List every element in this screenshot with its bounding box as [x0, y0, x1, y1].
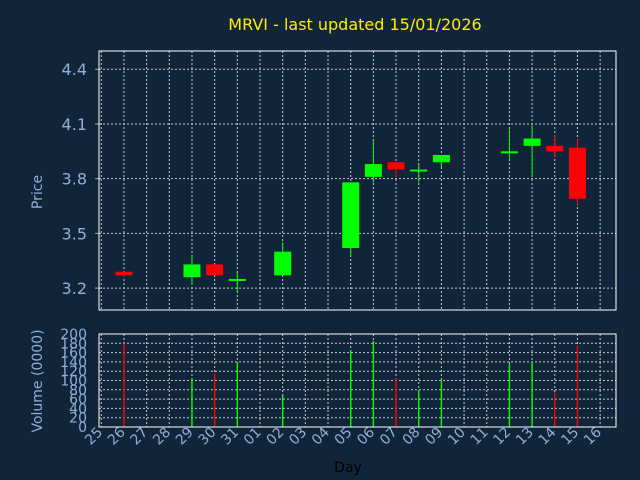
candle-body — [342, 182, 360, 248]
candle-body — [546, 145, 564, 152]
volume-axis-label: Volume (0000) — [30, 329, 46, 432]
price-grid — [99, 51, 616, 310]
day-tick-label: 01 — [241, 425, 265, 449]
day-tick-label: 06 — [354, 424, 378, 448]
day-tick-label: 26 — [105, 424, 129, 448]
chart-title: MRVI - last updated 15/01/2026 — [228, 15, 481, 34]
day-tick-label: 27 — [128, 425, 152, 449]
volume-tick-label: 100 — [60, 374, 87, 390]
price-tick-label: 4.4 — [62, 60, 87, 79]
day-tick-label: 07 — [377, 425, 401, 449]
volume-tick-label: 0 — [78, 420, 87, 436]
candle-body — [228, 278, 246, 281]
volume-tick-label: 80 — [69, 383, 87, 399]
candle-body — [364, 164, 382, 177]
candle-body — [410, 169, 428, 172]
day-tick-label: 05 — [332, 425, 356, 449]
candle-body — [183, 264, 201, 278]
day-tick-label: 12 — [490, 425, 514, 449]
price-tick-label: 3.8 — [62, 170, 87, 189]
volume-tick-label: 180 — [60, 336, 87, 352]
day-tick-label: 10 — [445, 425, 469, 449]
day-tick-label: 28 — [150, 425, 174, 449]
volume-grid — [99, 333, 616, 428]
price-tick-label: 3.5 — [62, 224, 87, 243]
candle-body — [432, 154, 450, 163]
candle-body — [274, 251, 292, 276]
day-tick-label: 31 — [218, 425, 242, 449]
volume-plot-border — [98, 333, 617, 428]
day-tick-label: 11 — [468, 425, 492, 449]
day-tick-label: 15 — [558, 425, 582, 449]
volume-tick-label: 60 — [69, 392, 87, 408]
price-axis-label: Price — [30, 175, 46, 209]
day-tick-label: 03 — [286, 425, 310, 449]
price-tick-label: 4.1 — [62, 115, 87, 134]
day-tick-label: 08 — [400, 425, 424, 449]
volume-tick-label: 120 — [60, 364, 87, 380]
candle-body — [387, 162, 405, 170]
day-tick-label: 02 — [264, 425, 288, 449]
candle-body — [500, 151, 518, 154]
volume-bars — [123, 340, 579, 427]
price-ticks: 3.2 3.5 3.8 4.1 4.4 — [62, 60, 99, 298]
price-tick-label: 3.2 — [62, 279, 87, 298]
day-tick-label: 04 — [309, 424, 333, 448]
day-tick-label: 13 — [513, 425, 537, 449]
volume-tick-label: 140 — [60, 355, 87, 371]
candles — [115, 123, 586, 292]
volume-tick-label: 20 — [69, 411, 87, 427]
day-tick-label: 09 — [422, 425, 446, 449]
price-plot-border — [98, 50, 617, 311]
candle-body — [115, 271, 133, 276]
day-tick-label: 29 — [173, 425, 197, 449]
day-ticks: 2526272829303101020304050607080910111213… — [82, 424, 605, 448]
x-axis-label: Day — [334, 460, 362, 476]
day-tick-label: 16 — [581, 424, 605, 448]
day-tick-label: 30 — [196, 425, 220, 449]
candle-body — [523, 138, 541, 146]
candle-body — [568, 147, 586, 199]
day-tick-label: 14 — [536, 424, 560, 448]
volume-tick-label: 200 — [60, 327, 87, 343]
volume-tick-label: 40 — [69, 401, 87, 417]
volume-tick-label: 160 — [60, 346, 87, 362]
candle-body — [206, 264, 224, 276]
